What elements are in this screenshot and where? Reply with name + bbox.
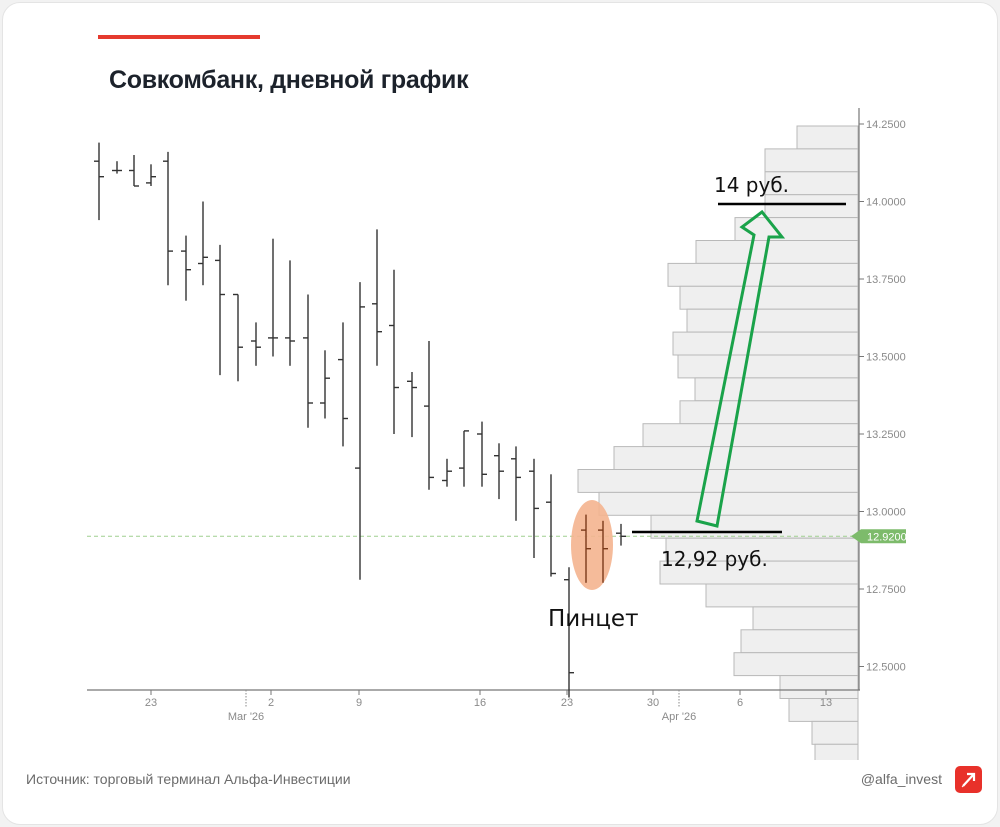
alfa-logo-icon <box>955 766 982 793</box>
volume-profile-bar <box>740 629 859 654</box>
volume-profile-bar <box>679 400 859 425</box>
x-tick-label: 30 <box>647 697 659 709</box>
last-price-badge-text: 12.9200 <box>867 531 907 543</box>
volume-profile-bar <box>779 675 859 699</box>
month-label: Mar '26 <box>228 711 264 723</box>
y-tick-label: 14.0000 <box>866 197 906 209</box>
y-tick-label: 13.0000 <box>866 507 906 519</box>
month-label: Apr '26 <box>662 711 697 723</box>
volume-profile-bar <box>577 469 859 493</box>
volume-profile-bar <box>695 240 859 264</box>
volume-profile-bar <box>764 194 859 219</box>
x-tick-label: 6 <box>737 697 743 709</box>
y-tick-label: 13.2500 <box>866 429 906 441</box>
y-tick-label: 12.7500 <box>866 584 906 596</box>
y-tick-label: 12.5000 <box>866 662 906 674</box>
volume-profile-bar <box>694 377 859 402</box>
volume-profile-bar <box>642 423 859 448</box>
pincet-highlight <box>571 500 613 590</box>
current-level-label: 12,92 руб. <box>661 547 768 571</box>
x-tick-label: 13 <box>820 697 832 709</box>
page-title: Совкомбанк, дневной график <box>109 66 469 94</box>
source-text: Источник: торговый терминал Альфа-Инвест… <box>26 771 351 787</box>
volume-profile-bar <box>686 308 859 333</box>
volume-profile-bar <box>672 331 859 356</box>
volume-profile-bar <box>613 446 859 471</box>
volume-profile-bar <box>677 354 859 379</box>
volume-profile-bar <box>733 652 859 677</box>
x-tick-label: 23 <box>145 697 157 709</box>
social-handle[interactable]: @alfa_invest <box>860 771 942 787</box>
pattern-label: Пинцет <box>548 606 638 632</box>
last-price-badge <box>851 529 906 544</box>
volume-profile-bar <box>814 743 859 760</box>
y-tick-label: 13.7500 <box>866 274 906 286</box>
volume-profile-bar <box>679 285 859 310</box>
target-level-label: 14 руб. <box>714 173 789 197</box>
price-chart: 14.2500 14.0000 13.7500 13.5000 13.2500 13.00… <box>87 108 907 760</box>
volume-profile-bar <box>705 583 859 608</box>
volume-profile-bar <box>811 720 859 745</box>
x-tick-label: 16 <box>474 697 486 709</box>
volume-profile-bar <box>796 125 859 150</box>
volume-profile-bar <box>650 514 859 539</box>
volume-profile-bar <box>752 606 859 631</box>
volume-profile-bar <box>764 148 859 173</box>
x-tick-label: 23 <box>561 697 573 709</box>
volume-profile-bar <box>598 491 859 516</box>
y-tick-label: 14.2500 <box>866 119 906 131</box>
upward-arrow-icon <box>695 209 786 528</box>
x-tick-label: 2 <box>268 697 274 709</box>
y-tick-label: 13.5000 <box>866 352 906 364</box>
accent-bar <box>98 35 260 39</box>
x-tick-label: 9 <box>356 697 362 709</box>
